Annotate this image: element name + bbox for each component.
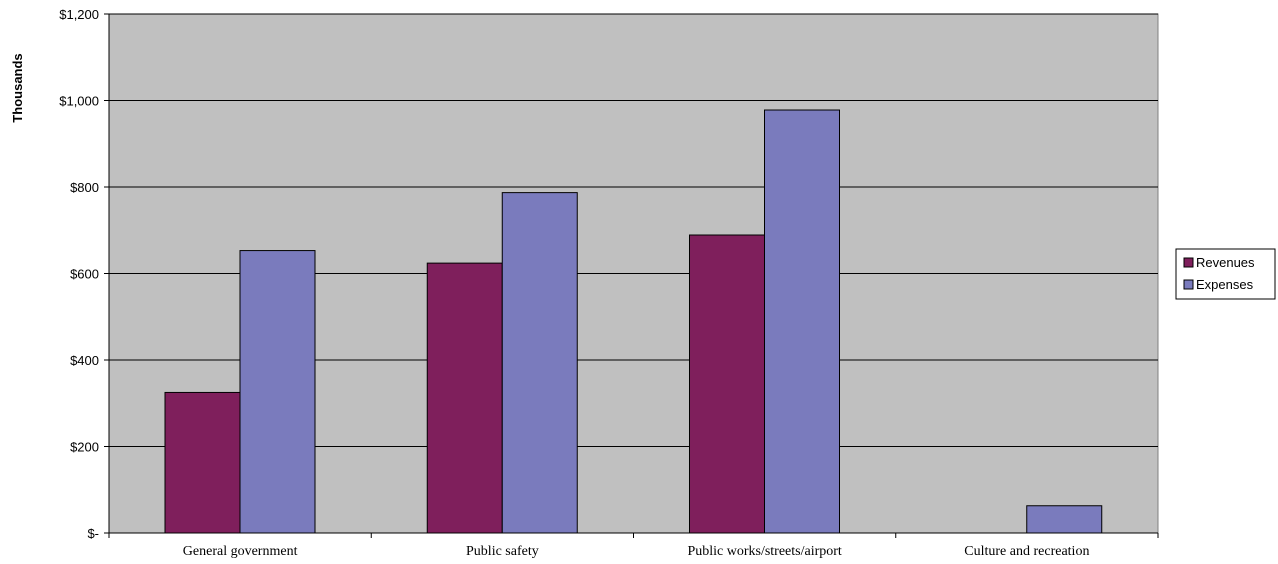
y-axis-ticks: $- $200 $400 $600 $800 $1,000 $1,200	[59, 7, 109, 541]
x-tick-label: Culture and recreation	[964, 544, 1089, 559]
bar-expenses-3	[1026, 505, 1103, 534]
legend-label-expenses: Expenses	[1196, 277, 1254, 292]
legend-label-revenues: Revenues	[1196, 255, 1255, 270]
x-axis-ticks: General government Public safety Public wo…	[108, 533, 1159, 559]
legend-swatch-expenses	[1183, 279, 1194, 290]
legend: Revenues Expenses	[1175, 248, 1276, 300]
y-axis-title: Thousands	[10, 53, 25, 122]
y-tick-label: $1,200	[59, 7, 99, 22]
y-tick-label: $-	[87, 526, 99, 541]
bar-revenues-1	[426, 262, 503, 534]
x-tick-label: General government	[183, 544, 298, 559]
x-tick-label: Public safety	[466, 544, 539, 559]
legend-swatch-revenues	[1183, 257, 1194, 268]
y-tick-label: $200	[70, 440, 99, 455]
y-tick-label: $400	[70, 353, 99, 368]
bar-revenues-0	[164, 391, 241, 534]
bar-expenses-1	[501, 192, 578, 534]
y-tick-label: $800	[70, 180, 99, 195]
bars	[164, 109, 1103, 534]
bar-revenues-2	[689, 234, 765, 534]
y-tick-label: $1,000	[59, 94, 99, 109]
bar-expenses-2	[764, 109, 840, 534]
x-tick-label: Public works/streets/airport	[687, 544, 841, 559]
legend-box	[1175, 248, 1276, 300]
bar-expenses-0	[239, 250, 316, 534]
y-tick-label: $600	[70, 267, 99, 282]
